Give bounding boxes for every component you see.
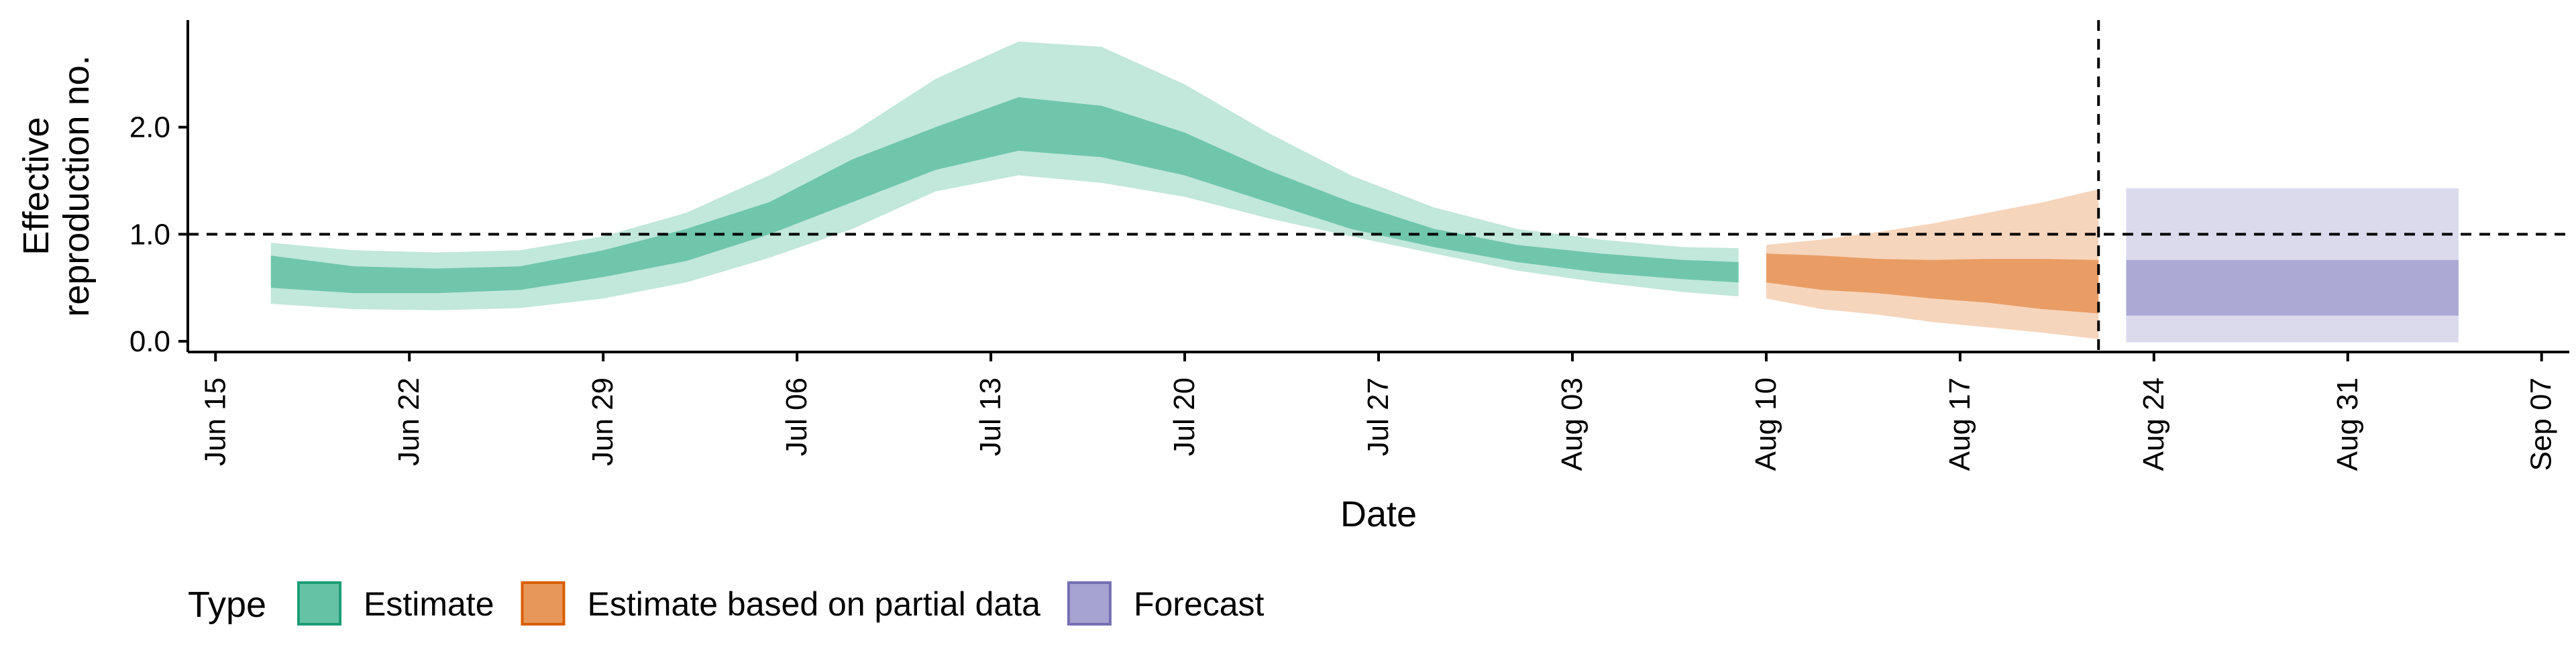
data-bands [270, 41, 2459, 343]
estimate-based-on-partial-data-inner-band [1766, 253, 2099, 314]
axis-labels: Date Effective reproduction no. [16, 55, 1417, 534]
x-tick-label: Aug 03 [1556, 377, 1589, 471]
legend-label-estimate-based-on-partial-data: Estimate based on partial data [588, 585, 1041, 623]
x-axis-title: Date [1340, 494, 1417, 534]
legend-title: Type [188, 585, 266, 625]
x-tick-label: Jul 20 [1168, 377, 1201, 456]
y-tick-label: 2.0 [129, 111, 170, 144]
x-tick-label: Aug 24 [2137, 377, 2170, 471]
legend-label-estimate: Estimate [364, 585, 494, 623]
x-tick-label: Jul 06 [780, 377, 813, 456]
y-axis-title-line: Effective [16, 117, 56, 255]
x-tick-label: Aug 17 [1943, 377, 1976, 471]
x-tick-label: Jun 29 [586, 377, 619, 466]
axes: 0.0 1.0 2.0 Jun 15 Jun 22 Jun 29 Jul 06 Jul 13 J… [129, 20, 2569, 471]
legend-swatch-forecast [1067, 581, 1112, 626]
forecast-inner-band [2126, 259, 2459, 316]
y-axis-title-line: reproduction no. [56, 55, 97, 316]
x-tick-label: Sep 07 [2525, 377, 2558, 471]
y-tick-label: 0.0 [129, 325, 170, 358]
x-tick-label: Aug 10 [1750, 377, 1782, 471]
estimate-inner-band [270, 97, 1739, 294]
reference-lines [188, 20, 2569, 352]
legend-label-forecast: Forecast [1134, 585, 1265, 623]
y-tick-label: 1.0 [129, 218, 170, 251]
x-tick-label: Jul 13 [974, 377, 1007, 456]
x-tick-label: Jun 15 [199, 377, 231, 466]
x-tick-label: Jun 22 [392, 377, 425, 466]
legend: Type Estimate Estimate based on partial da… [188, 581, 1265, 626]
legend-swatch-estimate [297, 581, 341, 626]
x-tick-label: Jul 27 [1362, 377, 1395, 456]
x-tick-label: Aug 31 [2331, 377, 2364, 471]
legend-swatch-estimate-based-on-partial-data [521, 581, 566, 626]
